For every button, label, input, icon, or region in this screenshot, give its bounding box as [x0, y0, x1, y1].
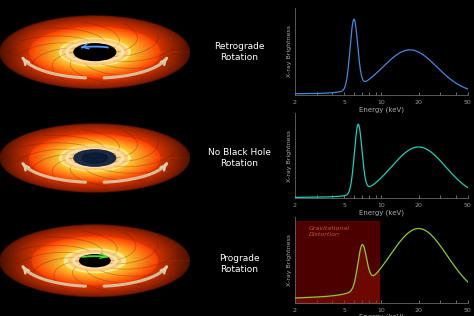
- Y-axis label: X-ray Brightness: X-ray Brightness: [287, 25, 292, 77]
- Ellipse shape: [80, 255, 110, 267]
- Ellipse shape: [74, 150, 116, 166]
- Y-axis label: X-ray Brightness: X-ray Brightness: [287, 130, 292, 182]
- X-axis label: Energy (keV): Energy (keV): [359, 210, 404, 216]
- Y-axis label: X-ray Brightness: X-ray Brightness: [287, 234, 292, 286]
- Text: Retrograde
Rotation: Retrograde Rotation: [214, 42, 264, 62]
- X-axis label: Energy (keV): Energy (keV): [359, 106, 404, 112]
- Ellipse shape: [74, 44, 116, 60]
- Text: Gravitational
Distortion: Gravitational Distortion: [309, 226, 350, 237]
- Text: Prograde
Rotation: Prograde Rotation: [219, 254, 260, 274]
- Text: No Black Hole
Rotation: No Black Hole Rotation: [208, 148, 271, 168]
- Ellipse shape: [82, 153, 107, 163]
- X-axis label: Energy (keV): Energy (keV): [359, 314, 404, 316]
